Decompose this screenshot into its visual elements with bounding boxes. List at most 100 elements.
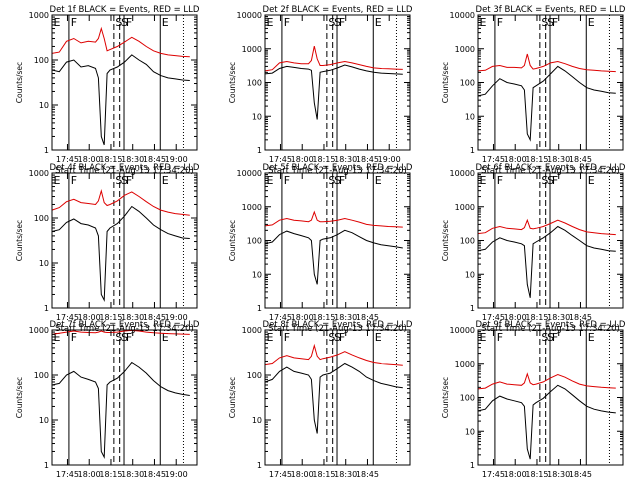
segment-marker-label: S bbox=[547, 331, 554, 344]
series-line-lld bbox=[51, 26, 190, 58]
y-tick-label: 10000 bbox=[237, 11, 262, 20]
segment-marker-label: E bbox=[54, 331, 61, 344]
x-tick-label: 18:00 bbox=[291, 470, 314, 479]
series-line-events bbox=[51, 361, 190, 460]
series-line-lld bbox=[477, 372, 616, 390]
x-tick-label: 18:30 bbox=[121, 313, 144, 322]
segment-marker-label: F bbox=[71, 174, 77, 187]
x-tick-label: 18:00 bbox=[504, 313, 527, 322]
x-tick-label: 18:15 bbox=[312, 470, 335, 479]
y-tick-label: 100 bbox=[34, 56, 49, 65]
y-tick-label: 1 bbox=[470, 146, 475, 155]
x-axis-label: Start Time (21-Aug-13 17:34:20) bbox=[481, 166, 620, 176]
y-tick-label: 1000 bbox=[455, 45, 475, 54]
y-tick-label: 10 bbox=[39, 416, 49, 425]
x-tick-label: 17:45 bbox=[269, 470, 292, 479]
x-tick-label: 18:45 bbox=[143, 470, 166, 479]
y-axis-label: Counts/sec bbox=[441, 220, 450, 261]
x-tick-label: 19:00 bbox=[165, 155, 188, 164]
x-tick-label: 18:45 bbox=[569, 470, 592, 479]
y-tick-label: 1000 bbox=[29, 169, 49, 178]
y-tick-label: 10000 bbox=[450, 169, 475, 178]
x-axis-label: Start Time (21-Aug-13 17:34:20) bbox=[55, 324, 194, 334]
segment-marker-label: S bbox=[541, 174, 548, 187]
x-axis-label: Start Time (21-Aug-13 17:34:20) bbox=[268, 324, 407, 334]
series-line-events bbox=[477, 384, 616, 460]
segment-marker-label: F bbox=[339, 331, 345, 344]
y-tick-label: 10 bbox=[252, 270, 262, 279]
x-tick-label: 18:00 bbox=[504, 470, 527, 479]
series-line-events bbox=[264, 64, 403, 120]
y-tick-label: 10 bbox=[465, 270, 475, 279]
series-line-events bbox=[477, 65, 616, 142]
y-axis-label: Counts/sec bbox=[228, 220, 237, 261]
x-tick-label: 18:45 bbox=[143, 313, 166, 322]
segment-marker-label: E bbox=[375, 331, 382, 344]
x-tick-label: 18:15 bbox=[525, 313, 548, 322]
panel-title: Det 9f BLACK = Events, RED = LLD bbox=[476, 320, 626, 330]
y-tick-label: 1000 bbox=[242, 203, 262, 212]
y-tick-label: 100 bbox=[34, 371, 49, 380]
x-tick-label: 19:00 bbox=[165, 470, 188, 479]
segment-marker-label: F bbox=[126, 174, 132, 187]
plot-frame bbox=[264, 329, 411, 466]
segment-marker-label: E bbox=[375, 174, 382, 187]
y-axis-label: Counts/sec bbox=[441, 377, 450, 418]
plot-frame bbox=[51, 329, 198, 466]
segment-marker-label: S bbox=[334, 331, 341, 344]
y-tick-label: 100 bbox=[34, 214, 49, 223]
y-axis-label: Counts/sec bbox=[441, 62, 450, 103]
x-tick-label: 17:45 bbox=[56, 313, 79, 322]
segment-marker-label: E bbox=[588, 174, 595, 187]
panel-title: Det 1f BLACK = Events, RED = LLD bbox=[50, 5, 200, 15]
x-tick-label: 18:45 bbox=[356, 155, 379, 164]
panel-title: Det 5f BLACK = Events, RED = LLD bbox=[263, 163, 413, 173]
segment-marker-label: F bbox=[552, 174, 558, 187]
y-tick-label: 1000 bbox=[242, 45, 262, 54]
x-tick-label: 17:45 bbox=[56, 155, 79, 164]
segment-marker-label: S bbox=[334, 174, 341, 187]
x-tick-label: 18:15 bbox=[525, 470, 548, 479]
segment-marker-label: E bbox=[480, 331, 487, 344]
plot-frame bbox=[51, 14, 198, 151]
panel-title: Det 3f BLACK = Events, RED = LLD bbox=[476, 5, 626, 15]
x-tick-label: 18:00 bbox=[291, 155, 314, 164]
panel-title: Det 6f BLACK = Events, RED = LLD bbox=[476, 163, 626, 173]
segment-marker-label: E bbox=[267, 16, 274, 29]
panel-title: Det 7f BLACK = Events, RED = LLD bbox=[50, 320, 200, 330]
series-line-lld bbox=[51, 329, 190, 335]
y-tick-label: 1000 bbox=[29, 326, 49, 335]
y-tick-label: 10 bbox=[39, 259, 49, 268]
series-line-lld bbox=[264, 210, 403, 228]
y-tick-label: 10000 bbox=[237, 169, 262, 178]
x-axis-label: Start Time (21-Aug-13 17:34:20) bbox=[481, 324, 620, 334]
y-axis-label: Counts/sec bbox=[15, 220, 24, 261]
y-tick-label: 1000 bbox=[455, 360, 475, 369]
segment-marker-label: S bbox=[328, 16, 335, 29]
segment-marker-label: F bbox=[284, 331, 290, 344]
x-tick-label: 19:00 bbox=[378, 155, 401, 164]
segment-marker-label: F bbox=[126, 16, 132, 29]
panel-title: Det 8f BLACK = Events, RED = LLD bbox=[263, 320, 413, 330]
x-tick-label: 18:45 bbox=[356, 313, 379, 322]
segment-marker-label: E bbox=[588, 16, 595, 29]
segment-marker-label: S bbox=[115, 16, 122, 29]
x-tick-label: 18:00 bbox=[78, 155, 101, 164]
x-tick-label: 18:15 bbox=[312, 155, 335, 164]
segment-marker-label: F bbox=[71, 16, 77, 29]
y-tick-label: 10000 bbox=[450, 326, 475, 335]
x-tick-label: 18:00 bbox=[78, 470, 101, 479]
x-tick-label: 18:30 bbox=[547, 470, 570, 479]
segment-marker-label: E bbox=[267, 174, 274, 187]
segment-marker-label: S bbox=[328, 331, 335, 344]
segment-marker-label: S bbox=[547, 174, 554, 187]
y-tick-label: 1 bbox=[470, 304, 475, 313]
segment-marker-label: S bbox=[121, 331, 128, 344]
